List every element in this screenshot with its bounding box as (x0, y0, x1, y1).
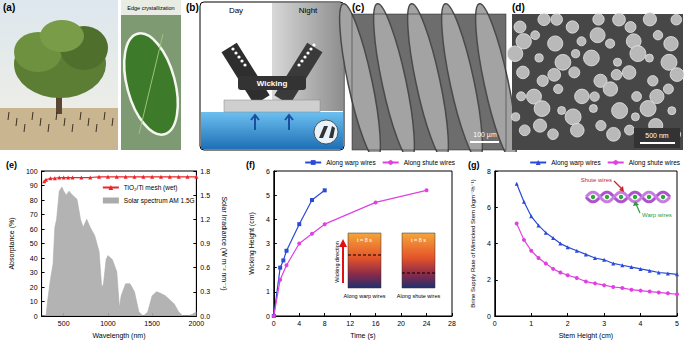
svg-text:6: 6 (487, 204, 491, 211)
svg-text:Along warp wires: Along warp wires (344, 293, 386, 299)
svg-text:Warp wires: Warp wires (642, 212, 672, 218)
svg-text:90: 90 (30, 182, 38, 189)
svg-text:3: 3 (266, 240, 270, 247)
svg-text:Night: Night (299, 6, 318, 15)
svg-text:10: 10 (30, 298, 38, 305)
svg-text:(c): (c) (352, 2, 364, 13)
svg-text:(e): (e) (6, 160, 17, 170)
svg-text:Day: Day (229, 6, 243, 15)
svg-text:500: 500 (58, 320, 70, 327)
svg-text:5: 5 (675, 320, 679, 327)
svg-text:4: 4 (266, 216, 270, 223)
svg-text:3: 3 (602, 320, 606, 327)
svg-text:Along shute wires: Along shute wires (629, 159, 681, 167)
svg-text:4: 4 (487, 240, 491, 247)
svg-text:Time (s): Time (s) (350, 332, 375, 340)
svg-text:50: 50 (30, 240, 38, 247)
svg-text:Wicking Height (cm): Wicking Height (cm) (248, 212, 256, 275)
svg-text:1500: 1500 (144, 320, 160, 327)
svg-text:Wicking: Wicking (257, 79, 288, 88)
svg-text:6: 6 (266, 168, 270, 175)
svg-text:0: 0 (266, 313, 270, 320)
svg-text:Absorptance (%): Absorptance (%) (8, 217, 16, 269)
svg-text:100 µm: 100 µm (473, 131, 497, 139)
svg-text:1: 1 (266, 288, 270, 295)
svg-text:Brine Supply Rate of Mimicked: Brine Supply Rate of Mimicked Stem (kgm⁻… (470, 179, 476, 307)
svg-text:TiO₂/Ti mesh (wet): TiO₂/Ti mesh (wet) (124, 184, 178, 192)
svg-text:4: 4 (639, 320, 643, 327)
svg-text:20: 20 (30, 284, 38, 291)
svg-text:28: 28 (448, 320, 456, 327)
svg-text:2000: 2000 (189, 320, 205, 327)
svg-text:12: 12 (346, 320, 354, 327)
svg-text:Stem Height (cm): Stem Height (cm) (559, 332, 613, 340)
svg-text:Solar Irradiance (W m⁻² nm⁻¹): Solar Irradiance (W m⁻² nm⁻¹) (220, 196, 228, 290)
svg-text:0: 0 (487, 313, 491, 320)
svg-text:Shute wires: Shute wires (581, 177, 612, 183)
svg-text:0.0: 0.0 (200, 313, 210, 320)
svg-text:Along shute wires: Along shute wires (404, 159, 456, 167)
svg-text:8: 8 (323, 320, 327, 327)
svg-text:8: 8 (487, 168, 491, 175)
svg-text:80: 80 (30, 197, 38, 204)
svg-text:20: 20 (397, 320, 405, 327)
svg-text:1: 1 (529, 320, 533, 327)
svg-text:Along shute wires: Along shute wires (397, 293, 441, 299)
svg-text:0: 0 (493, 320, 497, 327)
svg-text:70: 70 (30, 211, 38, 218)
svg-text:1.8: 1.8 (200, 168, 210, 175)
svg-text:Edge crystallization: Edge crystallization (127, 5, 174, 11)
svg-text:40: 40 (30, 255, 38, 262)
svg-text:24: 24 (423, 320, 431, 327)
svg-text:30: 30 (30, 269, 38, 276)
svg-text:Along warp wires: Along warp wires (326, 159, 376, 167)
svg-text:100: 100 (26, 168, 38, 175)
svg-text:Wavelength (nm): Wavelength (nm) (92, 332, 145, 340)
svg-text:5: 5 (266, 192, 270, 199)
svg-text:Along warp wires: Along warp wires (551, 159, 601, 167)
svg-text:500 nm: 500 nm (645, 132, 669, 139)
svg-text:60: 60 (30, 226, 38, 233)
svg-text:0.9: 0.9 (200, 240, 210, 247)
svg-text:t = 8 s: t = 8 s (357, 237, 372, 243)
svg-text:(g): (g) (468, 160, 480, 170)
svg-text:0: 0 (34, 313, 38, 320)
svg-text:(d): (d) (512, 2, 525, 13)
svg-text:2: 2 (566, 320, 570, 327)
svg-text:0: 0 (272, 320, 276, 327)
svg-text:Solar spectrum AM 1.5G: Solar spectrum AM 1.5G (124, 197, 195, 205)
svg-text:1.5: 1.5 (200, 192, 210, 199)
svg-text:1000: 1000 (100, 320, 116, 327)
svg-text:1.2: 1.2 (200, 216, 210, 223)
svg-text:4: 4 (297, 320, 301, 327)
svg-text:(f): (f) (246, 160, 255, 170)
svg-text:t = 8 s: t = 8 s (411, 237, 426, 243)
svg-text:0.3: 0.3 (200, 288, 210, 295)
svg-text:2: 2 (487, 276, 491, 283)
svg-text:16: 16 (372, 320, 380, 327)
svg-text:0.6: 0.6 (200, 264, 210, 271)
svg-text:(a): (a) (3, 2, 15, 13)
svg-text:2: 2 (266, 264, 270, 271)
svg-text:(b): (b) (186, 2, 199, 13)
svg-text:Wicking direction: Wicking direction (334, 241, 340, 283)
